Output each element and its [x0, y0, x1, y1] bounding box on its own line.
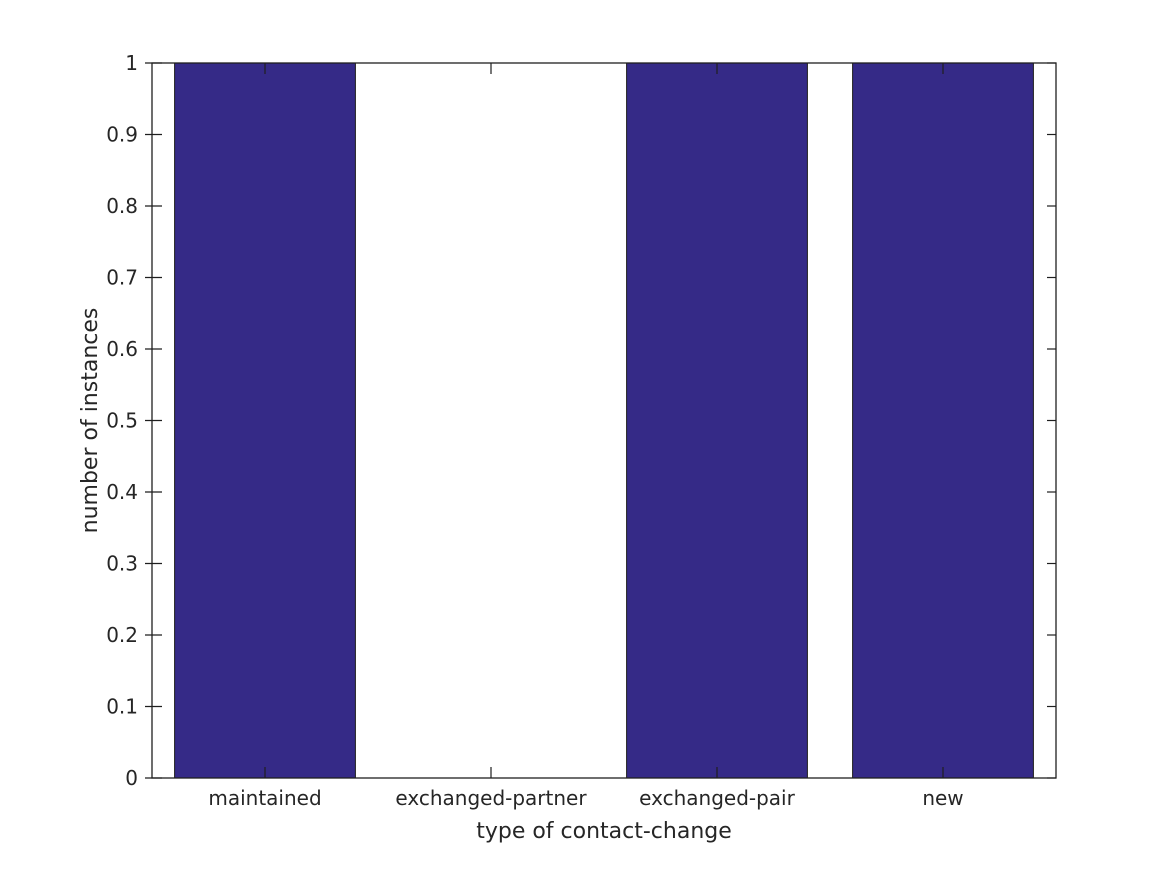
y-tick-label: 0.5: [106, 409, 138, 433]
x-tick-label: maintained: [208, 786, 321, 810]
x-tick-label: exchanged-pair: [639, 786, 795, 810]
axes-layer: [145, 62, 1057, 779]
y-tick-label: 0.2: [106, 623, 138, 647]
bars-layer: [174, 62, 1034, 779]
y-tick-label: 0.6: [106, 337, 138, 361]
x-tick-label: exchanged-partner: [395, 786, 587, 810]
x-tick-label: new: [922, 786, 963, 810]
y-tick-label: 0.8: [106, 194, 138, 218]
bar-new: [852, 62, 1034, 779]
y-tick-label: 0.9: [106, 123, 138, 147]
x-axis-label: type of contact-change: [476, 819, 732, 844]
y-tick-label: 0.4: [106, 480, 138, 504]
y-tick-label: 0: [125, 766, 138, 790]
y-tick-label: 0.1: [106, 695, 138, 719]
bar-maintained: [174, 62, 356, 779]
y-tick-label: 1: [125, 51, 138, 75]
tick-labels-layer: 0 0.1 0.2 0.3 0.4 0.5 0.6 0.7 0.8 0.9 1 maintained e…: [106, 51, 963, 810]
y-tick-label: 0.7: [106, 266, 138, 290]
y-axis-label: number of instances: [78, 308, 103, 534]
bar-exchanged-pair: [626, 62, 808, 779]
y-tick-label: 0.3: [106, 552, 138, 576]
